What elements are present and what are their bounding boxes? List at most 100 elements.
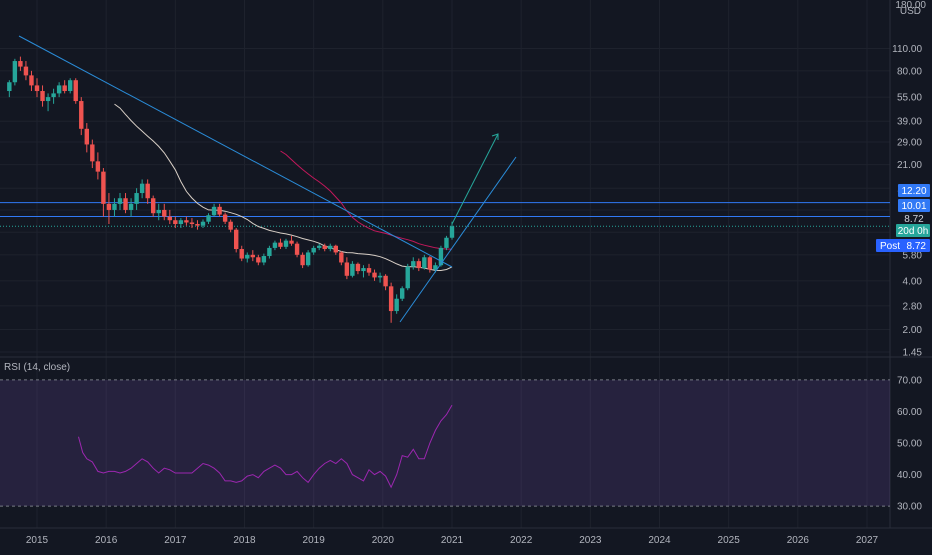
candle-body xyxy=(139,183,145,194)
ascending-trendline[interactable] xyxy=(399,156,517,323)
rsi-tick-label: 40.00 xyxy=(897,470,922,481)
price-tick-label: 4.00 xyxy=(903,276,923,287)
candle-body xyxy=(151,198,156,214)
candle-body xyxy=(433,265,438,270)
time-tick-label: 2027 xyxy=(856,535,879,546)
candle-body xyxy=(106,203,112,210)
candle-body xyxy=(228,221,233,230)
candle-body xyxy=(411,261,416,267)
candle-body xyxy=(45,97,51,102)
candle-body xyxy=(377,275,383,278)
time-tick-label: 2018 xyxy=(233,535,256,546)
candle-body xyxy=(239,249,244,259)
candle-body xyxy=(322,245,327,250)
candle-body xyxy=(206,215,211,222)
time-tick-label: 2023 xyxy=(579,535,602,546)
candle-body xyxy=(438,247,444,266)
drawings[interactable] xyxy=(18,35,517,323)
price-badge-upper: 12.20 xyxy=(898,184,930,197)
rsi-tick-label: 50.00 xyxy=(897,439,922,450)
rsi-line xyxy=(78,404,453,489)
time-tick-label: 2024 xyxy=(648,535,671,546)
candle-body xyxy=(18,61,23,67)
candle-body xyxy=(173,220,178,225)
candle-body xyxy=(444,237,449,248)
grid xyxy=(0,0,890,528)
candle-body xyxy=(200,221,206,226)
candle-body xyxy=(95,161,101,172)
candle-body xyxy=(272,242,278,248)
price-tick-label: 21.00 xyxy=(897,160,922,171)
candle-body xyxy=(156,209,161,214)
candle-body xyxy=(405,266,410,289)
candle-body xyxy=(333,245,338,253)
candle-body xyxy=(339,252,344,263)
price-tick-label: 5.80 xyxy=(903,250,923,261)
candle-body xyxy=(317,245,322,248)
candle-body xyxy=(51,93,56,98)
candle-body xyxy=(79,101,84,129)
currency-label: USD xyxy=(900,6,921,17)
rsi-tick-label: 70.00 xyxy=(897,375,922,386)
moving-average-long xyxy=(280,150,453,250)
rsi-tick-label: 30.00 xyxy=(897,502,922,513)
candle-body xyxy=(123,198,128,210)
time-axis[interactable]: 2015 2016 2017 2018 2019 2020 2021 2022 2023 2024… xyxy=(26,535,879,546)
candles xyxy=(7,56,455,323)
candle-body xyxy=(12,61,18,83)
post-price: 8.72 xyxy=(907,241,927,252)
time-tick-label: 2016 xyxy=(95,535,118,546)
candle-body xyxy=(117,198,123,204)
candle-body xyxy=(422,257,427,269)
candle-body xyxy=(29,75,34,86)
candle-body xyxy=(62,85,67,92)
candle-body xyxy=(250,254,255,258)
candle-body xyxy=(68,80,73,92)
candle-body xyxy=(394,298,399,312)
price-badge-lower-text: 10.01 xyxy=(901,201,926,212)
time-tick-label: 2022 xyxy=(510,535,533,546)
price-tick-label: 2.80 xyxy=(903,301,923,312)
rsi-background-band xyxy=(0,379,890,507)
countdown-text: 20d 0h xyxy=(898,226,929,237)
candle-body xyxy=(162,209,167,217)
candle-body xyxy=(278,242,283,247)
time-tick-label: 2020 xyxy=(372,535,395,546)
candle-body xyxy=(383,275,388,287)
candle-body xyxy=(289,240,294,244)
candle-body xyxy=(350,263,355,276)
candle-body xyxy=(361,268,366,272)
candle-body xyxy=(217,206,222,215)
candle-body xyxy=(294,243,300,255)
candle-body xyxy=(128,203,134,210)
projection-arrow-line[interactable] xyxy=(451,133,499,225)
moving-average-short xyxy=(114,103,453,272)
post-label: Post xyxy=(880,241,900,252)
candle-body xyxy=(134,193,139,204)
candle-body xyxy=(256,257,261,263)
candle-body xyxy=(311,247,316,253)
candle-body xyxy=(56,85,62,94)
candle-body xyxy=(355,263,361,272)
candle-body xyxy=(400,288,405,299)
rsi-axis[interactable]: 70.00 60.00 50.00 40.00 30.00 xyxy=(897,375,922,512)
price-tick-label: 29.00 xyxy=(897,137,922,148)
candle-body xyxy=(73,80,78,102)
price-tick-label: 110.00 xyxy=(892,44,922,55)
candle-body xyxy=(344,262,350,276)
time-tick-label: 2017 xyxy=(164,535,187,546)
candle-body xyxy=(84,128,89,145)
projection-arrow-head-icon xyxy=(491,133,499,140)
descending-trendline[interactable] xyxy=(18,35,453,268)
candle-body xyxy=(234,229,239,250)
candle-body xyxy=(189,222,195,225)
time-tick-label: 2015 xyxy=(26,535,49,546)
rsi-indicator-title[interactable]: RSI (14, close) xyxy=(4,362,71,373)
candle-body xyxy=(449,226,455,238)
candle-body xyxy=(305,252,311,266)
candle-body xyxy=(211,206,217,216)
horizontal-lines[interactable] xyxy=(0,202,890,227)
